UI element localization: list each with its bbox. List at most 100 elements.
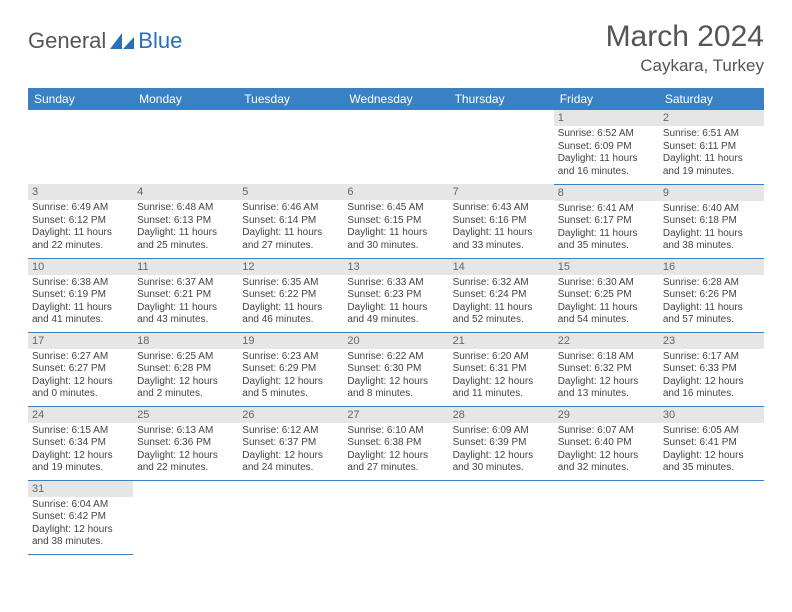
day-number: 29 [554, 407, 659, 423]
daylight: Daylight: 12 hours and 11 minutes. [453, 376, 550, 401]
sunset: Sunset: 6:31 PM [453, 363, 550, 376]
day-data: Sunrise: 6:33 AMSunset: 6:23 PMDaylight:… [343, 275, 448, 331]
calendar-cell: 27Sunrise: 6:10 AMSunset: 6:38 PMDayligh… [343, 406, 448, 480]
sunrise: Sunrise: 6:22 AM [347, 351, 444, 364]
calendar-cell [133, 110, 238, 184]
day-data: Sunrise: 6:37 AMSunset: 6:21 PMDaylight:… [133, 275, 238, 331]
sunrise: Sunrise: 6:37 AM [137, 277, 234, 290]
calendar-cell [238, 110, 343, 184]
day-data: Sunrise: 6:48 AMSunset: 6:13 PMDaylight:… [133, 200, 238, 256]
daylight: Daylight: 11 hours and 49 minutes. [347, 302, 444, 327]
sunrise: Sunrise: 6:32 AM [453, 277, 550, 290]
calendar-cell [343, 110, 448, 184]
sunrise: Sunrise: 6:46 AM [242, 202, 339, 215]
calendar-cell [28, 110, 133, 184]
day-number: 30 [659, 407, 764, 423]
weekday-header: Tuesday [238, 88, 343, 110]
daylight: Daylight: 11 hours and 57 minutes. [663, 302, 760, 327]
calendar-cell: 2Sunrise: 6:51 AMSunset: 6:11 PMDaylight… [659, 110, 764, 184]
weekday-header-row: Sunday Monday Tuesday Wednesday Thursday… [28, 88, 764, 110]
calendar-cell [659, 480, 764, 554]
day-data: Sunrise: 6:07 AMSunset: 6:40 PMDaylight:… [554, 423, 659, 479]
day-data: Sunrise: 6:22 AMSunset: 6:30 PMDaylight:… [343, 349, 448, 405]
day-number: 27 [343, 407, 448, 423]
day-number: 23 [659, 333, 764, 349]
sunset: Sunset: 6:09 PM [558, 141, 655, 154]
sunrise: Sunrise: 6:48 AM [137, 202, 234, 215]
sunrise: Sunrise: 6:43 AM [453, 202, 550, 215]
calendar-cell: 4Sunrise: 6:48 AMSunset: 6:13 PMDaylight… [133, 184, 238, 258]
sunrise: Sunrise: 6:10 AM [347, 425, 444, 438]
daylight: Daylight: 11 hours and 27 minutes. [242, 227, 339, 252]
daylight: Daylight: 12 hours and 2 minutes. [137, 376, 234, 401]
day-data: Sunrise: 6:35 AMSunset: 6:22 PMDaylight:… [238, 275, 343, 331]
day-data: Sunrise: 6:13 AMSunset: 6:36 PMDaylight:… [133, 423, 238, 479]
day-data: Sunrise: 6:25 AMSunset: 6:28 PMDaylight:… [133, 349, 238, 405]
sunrise: Sunrise: 6:13 AM [137, 425, 234, 438]
day-data: Sunrise: 6:46 AMSunset: 6:14 PMDaylight:… [238, 200, 343, 256]
day-number: 17 [28, 333, 133, 349]
weekday-header: Saturday [659, 88, 764, 110]
daylight: Daylight: 12 hours and 5 minutes. [242, 376, 339, 401]
sunrise: Sunrise: 6:18 AM [558, 351, 655, 364]
daylight: Daylight: 11 hours and 22 minutes. [32, 227, 129, 252]
day-number: 2 [659, 110, 764, 126]
sunrise: Sunrise: 6:07 AM [558, 425, 655, 438]
sunset: Sunset: 6:39 PM [453, 437, 550, 450]
daylight: Daylight: 11 hours and 43 minutes. [137, 302, 234, 327]
calendar-cell [133, 480, 238, 554]
daylight: Daylight: 11 hours and 30 minutes. [347, 227, 444, 252]
daylight: Daylight: 11 hours and 33 minutes. [453, 227, 550, 252]
day-number: 4 [133, 184, 238, 200]
day-number: 20 [343, 333, 448, 349]
calendar-cell: 14Sunrise: 6:32 AMSunset: 6:24 PMDayligh… [449, 258, 554, 332]
sunrise: Sunrise: 6:12 AM [242, 425, 339, 438]
daylight: Daylight: 12 hours and 19 minutes. [32, 450, 129, 475]
sunrise: Sunrise: 6:28 AM [663, 277, 760, 290]
calendar-cell: 24Sunrise: 6:15 AMSunset: 6:34 PMDayligh… [28, 406, 133, 480]
daylight: Daylight: 12 hours and 0 minutes. [32, 376, 129, 401]
sunset: Sunset: 6:26 PM [663, 289, 760, 302]
day-number: 10 [28, 259, 133, 275]
day-number: 22 [554, 333, 659, 349]
sail-icon [110, 33, 134, 49]
calendar-cell: 18Sunrise: 6:25 AMSunset: 6:28 PMDayligh… [133, 332, 238, 406]
daylight: Daylight: 11 hours and 46 minutes. [242, 302, 339, 327]
daylight: Daylight: 11 hours and 16 minutes. [558, 153, 655, 178]
sunset: Sunset: 6:41 PM [663, 437, 760, 450]
day-number: 13 [343, 259, 448, 275]
day-data: Sunrise: 6:10 AMSunset: 6:38 PMDaylight:… [343, 423, 448, 479]
sunrise: Sunrise: 6:40 AM [663, 203, 760, 216]
sunrise: Sunrise: 6:35 AM [242, 277, 339, 290]
sunrise: Sunrise: 6:49 AM [32, 202, 129, 215]
calendar-cell: 8Sunrise: 6:41 AMSunset: 6:17 PMDaylight… [554, 184, 659, 258]
weekday-header: Monday [133, 88, 238, 110]
daylight: Daylight: 11 hours and 38 minutes. [663, 228, 760, 253]
calendar-cell [554, 480, 659, 554]
day-data: Sunrise: 6:38 AMSunset: 6:19 PMDaylight:… [28, 275, 133, 331]
sunset: Sunset: 6:12 PM [32, 215, 129, 228]
weekday-header: Sunday [28, 88, 133, 110]
sunset: Sunset: 6:19 PM [32, 289, 129, 302]
daylight: Daylight: 11 hours and 41 minutes. [32, 302, 129, 327]
day-number: 5 [238, 184, 343, 200]
sunset: Sunset: 6:11 PM [663, 141, 760, 154]
day-number: 24 [28, 407, 133, 423]
day-data: Sunrise: 6:41 AMSunset: 6:17 PMDaylight:… [554, 201, 659, 257]
calendar-cell: 11Sunrise: 6:37 AMSunset: 6:21 PMDayligh… [133, 258, 238, 332]
day-data: Sunrise: 6:05 AMSunset: 6:41 PMDaylight:… [659, 423, 764, 479]
sunset: Sunset: 6:29 PM [242, 363, 339, 376]
day-data: Sunrise: 6:43 AMSunset: 6:16 PMDaylight:… [449, 200, 554, 256]
sunrise: Sunrise: 6:20 AM [453, 351, 550, 364]
day-number: 26 [238, 407, 343, 423]
header: General Blue March 2024 Caykara, Turkey [28, 20, 764, 76]
day-number: 21 [449, 333, 554, 349]
sunset: Sunset: 6:18 PM [663, 215, 760, 228]
calendar-cell [343, 480, 448, 554]
day-data: Sunrise: 6:15 AMSunset: 6:34 PMDaylight:… [28, 423, 133, 479]
sunset: Sunset: 6:30 PM [347, 363, 444, 376]
daylight: Daylight: 12 hours and 27 minutes. [347, 450, 444, 475]
day-number: 28 [449, 407, 554, 423]
daylight: Daylight: 12 hours and 30 minutes. [453, 450, 550, 475]
sunset: Sunset: 6:34 PM [32, 437, 129, 450]
